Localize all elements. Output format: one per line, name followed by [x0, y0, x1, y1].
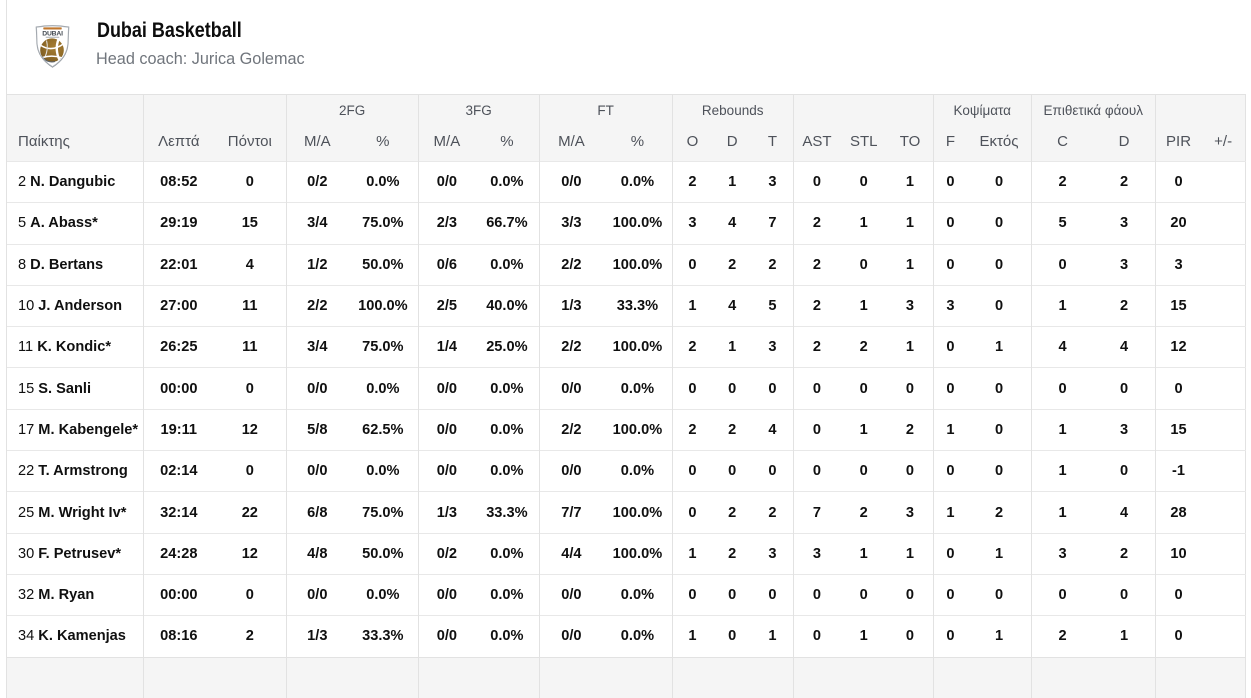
svg-text:DUBAI: DUBAI — [42, 31, 63, 38]
